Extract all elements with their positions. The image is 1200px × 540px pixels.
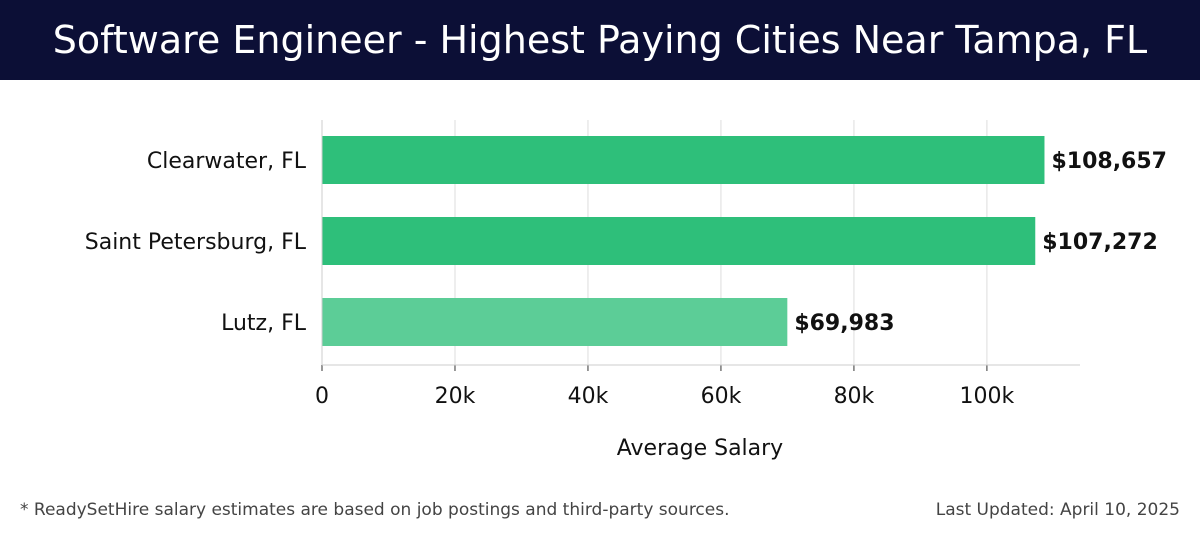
bars — [322, 136, 1045, 346]
bar — [322, 298, 788, 346]
category-label: Clearwater, FL — [147, 149, 307, 174]
chart-title: Software Engineer - Highest Paying Citie… — [52, 18, 1148, 62]
x-tick-label: 20k — [435, 384, 476, 409]
value-label: $69,983 — [794, 311, 894, 336]
category-label: Lutz, FL — [221, 311, 307, 336]
value-label: $107,272 — [1042, 230, 1158, 255]
x-axis-label: Average Salary — [617, 436, 783, 461]
x-tick-label: 100k — [960, 384, 1015, 409]
bar — [322, 217, 1036, 265]
x-tick-label: 60k — [701, 384, 742, 409]
x-tick-label: 40k — [568, 384, 609, 409]
category-label: Saint Petersburg, FL — [85, 230, 307, 255]
x-tick-label: 80k — [834, 384, 875, 409]
last-updated: Last Updated: April 10, 2025 — [935, 500, 1180, 520]
value-label: $108,657 — [1051, 149, 1167, 174]
axes — [321, 120, 1080, 371]
bar — [322, 136, 1045, 184]
bar-chart: 0 20k 40k 60k 80k 100k Clearwater, FL $108,657 S… — [85, 120, 1167, 461]
labels: 0 20k 40k 60k 80k 100k Clearwater, FL $108,657 S… — [85, 149, 1167, 409]
footnote: * ReadySetHire salary estimates are base… — [20, 500, 730, 520]
x-tick-label: 0 — [315, 384, 329, 409]
header-bar: Software Engineer - Highest Paying Citie… — [0, 0, 1200, 80]
